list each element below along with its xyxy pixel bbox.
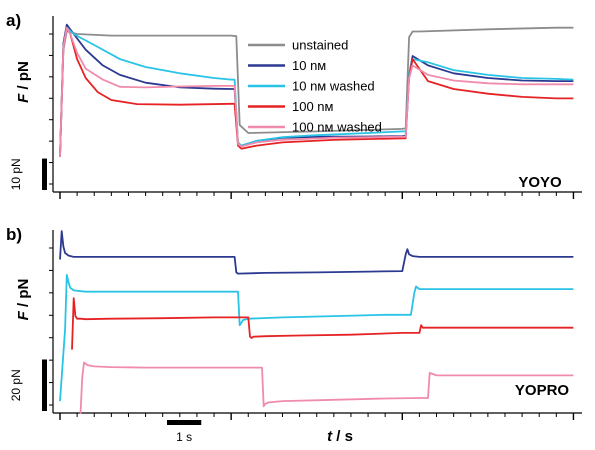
- series-line-10-nm-washed: [59, 273, 574, 402]
- series-line-100-nm-washed: [59, 26, 574, 157]
- y-axis-label: F / pN: [15, 61, 32, 103]
- scale-bar-label: 20 pN: [9, 369, 23, 401]
- x-axis-unit: / s: [332, 428, 353, 445]
- y-axis-label: F / pN: [15, 279, 32, 321]
- panel-label: b): [6, 225, 22, 244]
- legend-label-10-nm-washed: 10 nᴍ washed: [292, 79, 375, 94]
- dye-label: YOPRO: [515, 382, 570, 399]
- y-axis-unit: / pN: [15, 61, 32, 94]
- legend-label-10-nm: 10 nᴍ: [292, 58, 326, 73]
- time-scale-bar: [167, 420, 202, 425]
- dye-label: YOYO: [518, 174, 562, 191]
- x-axis-label: t / s: [327, 428, 353, 445]
- y-axis-variable: F: [15, 93, 32, 103]
- scale-bar: [42, 359, 47, 411]
- panel-b: b) F / pN 20 pN YOPRO: [6, 225, 582, 420]
- y-axis-unit: / pN: [15, 279, 32, 312]
- y-axis-variable: F: [15, 310, 32, 320]
- series-line-100-nm-washed: [79, 361, 574, 415]
- series-line-100-nm: [71, 297, 574, 350]
- legend: unstained 10 nᴍ 10 nᴍ washed 100 nᴍ 100 nᴍ w…: [248, 38, 382, 135]
- time-scale-label: 1 s: [176, 430, 192, 444]
- panel-label: a): [6, 11, 21, 30]
- scale-bar-label: 10 pN: [9, 158, 23, 190]
- legend-label-unstained: unstained: [292, 38, 348, 53]
- series-line-10-nm-washed: [59, 26, 574, 157]
- series-line-10-nm: [59, 230, 574, 275]
- series-line-100-nm: [59, 26, 574, 157]
- legend-label-100-nm-washed: 100 nᴍ washed: [292, 120, 382, 135]
- bottom-axis: 1 s t / s: [167, 420, 353, 445]
- panel-a: a) F / pN 10 pN YOYO: [6, 11, 582, 199]
- scale-bar: [42, 158, 47, 190]
- legend-label-100-nm: 100 nᴍ: [292, 99, 334, 114]
- x-axis-variable: t: [327, 428, 333, 445]
